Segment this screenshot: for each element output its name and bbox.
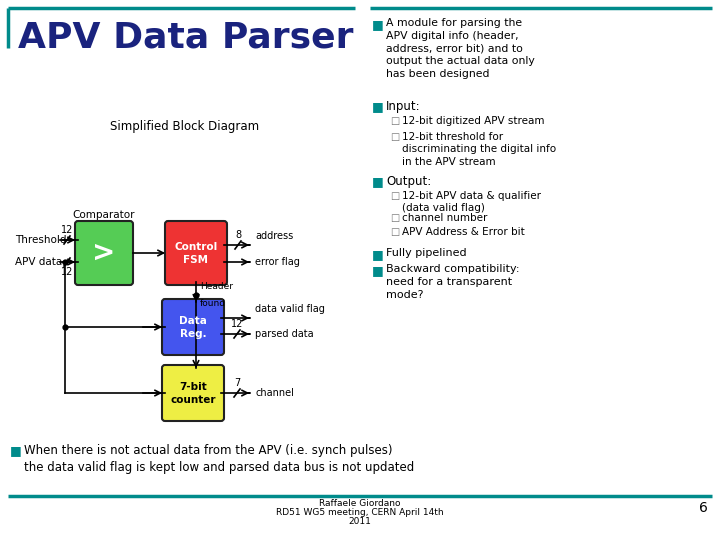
Text: ■: ■ <box>372 18 384 31</box>
Text: FSM: FSM <box>184 255 209 265</box>
Text: 12: 12 <box>231 319 243 329</box>
Text: Raffaele Giordano: Raffaele Giordano <box>319 499 401 508</box>
Text: □: □ <box>390 116 400 126</box>
Text: 7: 7 <box>234 378 240 388</box>
Text: APV data: APV data <box>15 257 62 267</box>
Text: □: □ <box>390 191 400 201</box>
Text: Backward compatibility:
need for a transparent
mode?: Backward compatibility: need for a trans… <box>386 264 520 300</box>
Text: □: □ <box>390 132 400 142</box>
Text: Output:: Output: <box>386 175 431 188</box>
FancyBboxPatch shape <box>162 365 224 421</box>
Text: 12-bit APV data & qualifier
(data valid flag): 12-bit APV data & qualifier (data valid … <box>402 191 541 213</box>
Text: found: found <box>200 299 226 308</box>
Text: counter: counter <box>170 395 216 405</box>
Text: 12-bit digitized APV stream: 12-bit digitized APV stream <box>402 116 544 126</box>
Text: Data: Data <box>179 316 207 326</box>
Text: ■: ■ <box>372 175 384 188</box>
Text: Simplified Block Diagram: Simplified Block Diagram <box>110 120 260 133</box>
Text: RD51 WG5 meeting, CERN April 14th: RD51 WG5 meeting, CERN April 14th <box>276 508 444 517</box>
FancyBboxPatch shape <box>165 221 227 285</box>
Text: channel: channel <box>255 388 294 398</box>
Text: Header: Header <box>200 282 233 291</box>
Text: Reg.: Reg. <box>180 329 207 339</box>
Text: Control: Control <box>174 242 217 252</box>
Text: APV Address & Error bit: APV Address & Error bit <box>402 227 525 237</box>
Text: ■: ■ <box>372 248 384 261</box>
Text: When there is not actual data from the APV (i.e. synch pulses)
the data valid fl: When there is not actual data from the A… <box>24 444 414 474</box>
FancyBboxPatch shape <box>75 221 133 285</box>
Text: 12: 12 <box>60 225 73 235</box>
Text: 12: 12 <box>60 267 73 277</box>
Text: Comparator: Comparator <box>73 210 135 220</box>
Text: ■: ■ <box>10 444 22 457</box>
Text: 8: 8 <box>235 230 241 240</box>
Text: Threshold: Threshold <box>15 235 66 245</box>
Text: parsed data: parsed data <box>255 329 314 339</box>
Text: channel number: channel number <box>402 213 487 223</box>
Text: >: > <box>92 239 116 267</box>
Text: Fully pipelined: Fully pipelined <box>386 248 467 258</box>
Text: 2011: 2011 <box>348 517 372 526</box>
Text: 6: 6 <box>699 501 708 515</box>
FancyBboxPatch shape <box>162 299 224 355</box>
Text: APV Data Parser: APV Data Parser <box>18 21 354 55</box>
Text: □: □ <box>390 227 400 237</box>
Text: ■: ■ <box>372 264 384 277</box>
Text: Input:: Input: <box>386 100 420 113</box>
Text: address: address <box>255 231 293 241</box>
Text: 12-bit threshold for
discriminating the digital info
in the APV stream: 12-bit threshold for discriminating the … <box>402 132 556 167</box>
Text: A module for parsing the
APV digital info (header,
address, error bit) and to
ou: A module for parsing the APV digital inf… <box>386 18 535 79</box>
Text: 7-bit: 7-bit <box>179 382 207 392</box>
Text: ■: ■ <box>372 100 384 113</box>
Text: error flag: error flag <box>255 257 300 267</box>
Text: data valid flag: data valid flag <box>255 304 325 314</box>
Text: □: □ <box>390 213 400 223</box>
